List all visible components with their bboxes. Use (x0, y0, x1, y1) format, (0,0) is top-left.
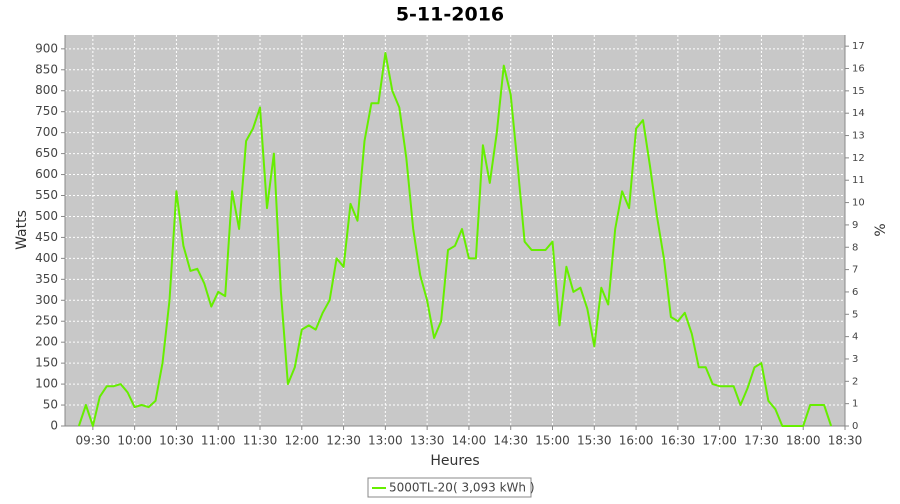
y-tick-label: 450 (35, 230, 58, 244)
y2-tick-label: 13 (852, 131, 865, 142)
y2-tick-label: 2 (852, 376, 858, 387)
x-tick-label: 11:00 (201, 434, 236, 448)
y2-tick-label: 11 (852, 175, 865, 186)
y2-tick-label: 12 (852, 153, 865, 164)
y2-tick-label: 4 (852, 332, 858, 343)
y2-tick-label: 0 (852, 421, 858, 432)
y2-tick-label: 3 (852, 354, 858, 365)
y-tick-label: 250 (35, 314, 58, 328)
y-tick-label: 350 (35, 272, 58, 286)
y2-tick-label: 17 (852, 41, 865, 52)
legend-box (367, 477, 532, 498)
series-line (77, 52, 833, 427)
y-tick-label: 900 (35, 41, 58, 55)
x-tick-label: 10:00 (117, 434, 152, 448)
x-tick-label: 10:30 (159, 434, 194, 448)
x-tick-label: 11:30 (243, 434, 278, 448)
y2-tick-label: 9 (852, 220, 858, 231)
y-tick-label: 400 (35, 251, 58, 265)
y-tick-label: 700 (35, 125, 58, 139)
y2-tick-label: 16 (852, 64, 865, 75)
y-axis-label: Watts (14, 210, 30, 250)
chart-title: 5-11-2016 (396, 4, 504, 26)
y-tick-label: 550 (35, 188, 58, 202)
x-tick-label: 09:30 (76, 434, 111, 448)
y-tick-label: 750 (35, 104, 58, 118)
legend-label: 5000TL-20( 3,093 kWh ) (389, 481, 535, 495)
y-tick-label: 200 (35, 335, 58, 349)
y2-tick-label: 6 (852, 287, 858, 298)
x-tick-label: 12:00 (284, 434, 319, 448)
y-tick-label: 800 (35, 83, 58, 97)
x-tick-label: 14:00 (452, 434, 487, 448)
y2-tick-label: 14 (852, 108, 865, 119)
y2-tick-label: 8 (852, 242, 858, 253)
x-tick-label: 13:00 (368, 434, 403, 448)
y-tick-label: 600 (35, 167, 58, 181)
x-tick-label: 15:00 (535, 434, 570, 448)
y2-tick-label: 5 (852, 309, 858, 320)
x-tick-label: 16:00 (619, 434, 654, 448)
x-tick-label: 17:30 (744, 434, 779, 448)
x-tick-label: 16:30 (661, 434, 696, 448)
y2-tick-label: 15 (852, 86, 865, 97)
y2-tick-label: 7 (852, 265, 858, 276)
x-tick-label: 18:00 (786, 434, 821, 448)
x-tick-label: 12:30 (326, 434, 361, 448)
plot-area (65, 35, 845, 426)
y-tick-label: 100 (35, 377, 58, 391)
x-tick-label: 13:30 (410, 434, 445, 448)
x-axis-label: Heures (430, 453, 479, 469)
x-tick-label: 17:00 (702, 434, 737, 448)
y-tick-label: 650 (35, 146, 58, 160)
y-tick-label: 850 (35, 62, 58, 76)
x-tick-label: 14:30 (493, 434, 528, 448)
y-tick-label: 0 (50, 419, 58, 433)
y2-tick-label: 1 (852, 399, 858, 410)
y2-axis-label: % (873, 223, 889, 236)
x-tick-label: 15:30 (577, 434, 612, 448)
y-tick-label: 500 (35, 209, 58, 223)
y-tick-label: 300 (35, 293, 58, 307)
y2-tick-label: 10 (852, 198, 865, 209)
x-tick-label: 18:30 (828, 434, 863, 448)
y-tick-label: 150 (35, 356, 58, 370)
y-tick-label: 50 (43, 398, 58, 412)
